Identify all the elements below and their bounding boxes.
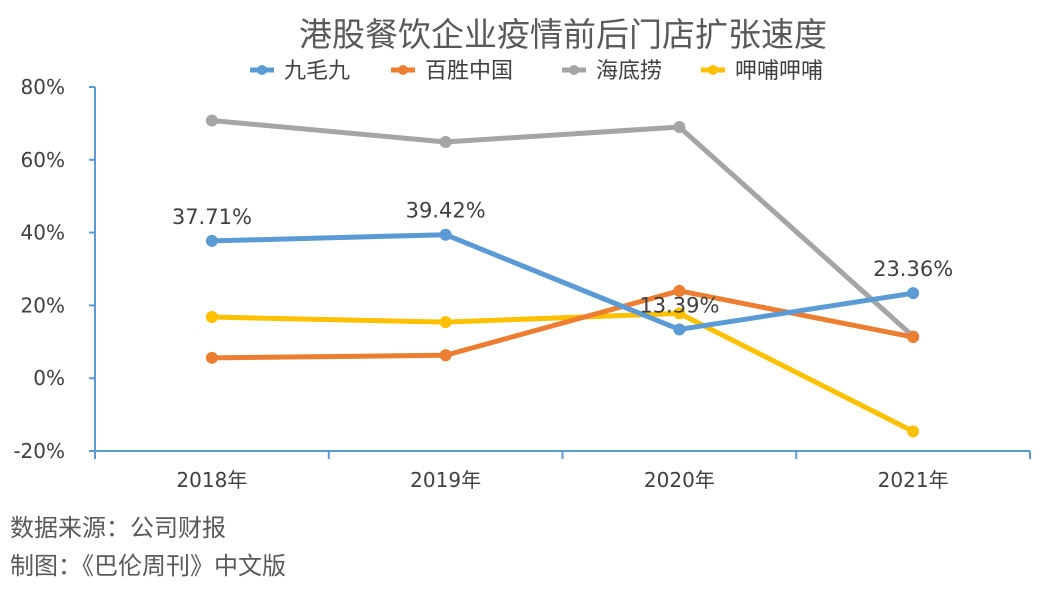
data-point	[907, 287, 920, 300]
series-line	[209, 232, 916, 332]
series-line	[209, 288, 916, 361]
y-tick-label: -20%	[13, 439, 65, 463]
y-tick-label: 0%	[33, 366, 65, 390]
data-point	[907, 425, 920, 438]
legend: 九毛九 百胜中国 海底捞 呷哺呷哺	[250, 59, 823, 84]
legend-item: 呷哺呷哺	[701, 59, 823, 84]
legend-label: 百胜中国	[425, 59, 513, 84]
series-line	[209, 117, 916, 339]
legend-label: 九毛九	[284, 59, 350, 84]
series-0	[205, 228, 920, 336]
chart: 港股餐饮企业疫情前后门店扩张速度 九毛九 百胜中国 海底捞 呷哺呷哺 80% 60% 40…	[13, 15, 1031, 492]
data-label: 23.36%	[873, 257, 953, 281]
data-point	[673, 284, 686, 297]
axes: 80% 60% 40% 20% 0% -20% 2018年 2019年 2020年 2021年	[13, 75, 1031, 492]
legend-item: 九毛九	[250, 59, 350, 84]
data-point	[439, 228, 452, 241]
data-point	[673, 307, 686, 320]
data-point	[907, 331, 920, 344]
x-tick-label: 2018年	[176, 468, 247, 492]
y-tick-label: 80%	[21, 75, 65, 99]
x-tick-label: 2020年	[644, 468, 715, 492]
legend-marker	[398, 65, 408, 75]
series-line	[209, 310, 916, 434]
data-point	[673, 323, 686, 336]
data-label: 13.39%	[639, 293, 719, 317]
data-label: 37.71%	[172, 205, 252, 229]
x-tick-label: 2021年	[878, 468, 949, 492]
data-label: 39.42%	[406, 199, 486, 223]
data-point	[439, 316, 452, 329]
legend-marker	[257, 65, 267, 75]
legend-item: 百胜中国	[391, 59, 513, 84]
legend-label: 呷哺呷哺	[735, 59, 823, 84]
legend-item: 海底捞	[562, 59, 662, 84]
legend-label: 海底捞	[596, 59, 662, 84]
data-point	[673, 121, 686, 134]
data-point	[439, 349, 452, 362]
data-point	[439, 135, 452, 148]
data-source-note: 数据来源：公司财报	[10, 514, 226, 542]
series-1	[205, 284, 920, 364]
data-point	[205, 234, 218, 247]
chart-title: 港股餐饮企业疫情前后门店扩张速度	[299, 15, 827, 54]
legend-marker	[569, 65, 579, 75]
series-3	[205, 307, 920, 438]
series-lines	[205, 114, 920, 438]
data-point	[205, 351, 218, 364]
chart-credit-note: 制图：《巴伦周刊》中文版	[10, 552, 286, 580]
data-point	[205, 311, 218, 324]
y-tick-label: 20%	[21, 293, 65, 317]
data-labels: 37.71% 39.42% 13.39% 23.36%	[172, 199, 953, 318]
y-tick-label: 60%	[21, 148, 65, 172]
x-tick-label: 2019年	[410, 468, 481, 492]
data-point	[205, 114, 218, 127]
y-tick-label: 40%	[21, 221, 65, 245]
legend-marker	[708, 65, 718, 75]
